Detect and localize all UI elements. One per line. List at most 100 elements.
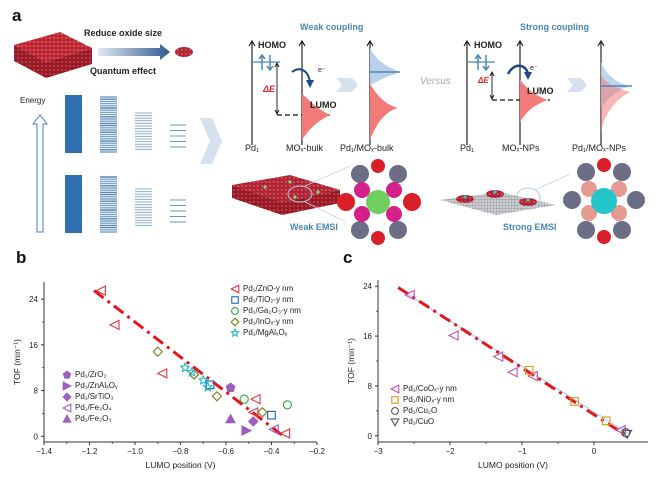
legend-marker — [62, 413, 72, 423]
weak-emsi-slab-illustration — [232, 165, 356, 227]
legend-label: Pd₁/ZrO₂ — [75, 370, 107, 379]
x-tick-label: −0.8 — [173, 447, 189, 456]
weak-axis-label-combined: Pd₁/MOₓ-bulk — [340, 143, 394, 153]
chart-b-legend-bottom-left: Pd₁/ZrO₂ Pd₁/ZnAlₓOᵧ Pd₁/SrTiO₃ Pd₁/Fe₃O₄ Pd… — [61, 369, 118, 424]
homo-label-weak: HOMO — [258, 40, 286, 50]
x-tick-label: −1.2 — [82, 447, 98, 456]
legend-marker-icon — [230, 327, 240, 337]
strong-emsi-zoom-circle — [563, 158, 645, 244]
weak-emsi-label: Weak EMSI — [290, 222, 338, 232]
data-point — [188, 369, 200, 380]
x-tick-label: −1.4 — [36, 447, 52, 456]
energy-arrow-icon — [31, 114, 49, 233]
data-point — [225, 382, 236, 392]
y-tick-label: 0 — [34, 432, 39, 441]
y-tick-label: 8 — [368, 382, 373, 391]
x-tick-label: −0.2 — [309, 447, 325, 456]
chevron-right-icon — [200, 118, 222, 164]
data-point — [239, 394, 249, 404]
legend-marker — [62, 380, 73, 391]
legend-entry: Pd₁/Fe₃O₄ — [61, 402, 118, 413]
chart-b-plot: −1.4 −1.2 −1.0 −0.8 −0.6 −0.4 −0.2 0 8 16 24 LUMO p… — [12, 282, 325, 470]
legend-marker — [229, 283, 240, 294]
strong-axis-label-combined: Pd₁/MOₓ-NPs — [572, 143, 626, 153]
legend-marker-icon — [231, 295, 239, 304]
legend-marker — [390, 417, 400, 427]
x-tick-label: −0.4 — [264, 447, 280, 456]
legend-label: Pd₁/NiOₓ-y nm — [403, 395, 455, 404]
band-medium-lines — [135, 112, 152, 226]
x-tick-label: −0.6 — [218, 447, 234, 456]
data-point — [241, 425, 253, 436]
legend-entry: Pd₁/SrTiO₃ — [62, 391, 118, 402]
series-pd-ga-o-y-nm — [239, 394, 293, 410]
x-tick-label: 0 — [592, 447, 597, 456]
legend-marker-icon — [231, 306, 239, 315]
data-point — [403, 289, 415, 301]
data-point — [282, 400, 293, 410]
chart-c-plot: −3 −2 −1 0 0 8 16 24 LUMO position (V) TOF (min⁻¹… — [346, 280, 648, 470]
x-axis-title: LUMO position (V) — [146, 460, 216, 470]
legend-entry: Pd₁/ZnAlₓOᵧ — [62, 380, 118, 391]
data-point — [225, 413, 236, 424]
fit-line — [93, 289, 287, 439]
legend-entry: Pd₁/MgAlₓOᵧ — [230, 327, 301, 338]
legend-entry: Pd₁/CoOₓ-y nm — [389, 383, 457, 394]
series-pd-znal-o- — [241, 425, 253, 436]
legend-entry: Pd₁/ZrO₂ — [62, 369, 118, 380]
legend-marker — [62, 370, 72, 379]
data-point — [492, 351, 504, 363]
data-point — [95, 285, 106, 296]
electron-spin-arrows-icon — [258, 53, 274, 72]
small-oxide-cluster — [175, 47, 193, 57]
reduce-size-arrow — [98, 44, 170, 60]
legend-marker-icon — [230, 316, 240, 327]
legend-marker-icon — [390, 417, 400, 427]
data-point — [249, 393, 261, 405]
data-point — [211, 391, 223, 402]
x-axis-title: LUMO position (V) — [478, 460, 548, 470]
band-bulk-lower — [65, 175, 82, 233]
band-dense-lines — [100, 96, 117, 233]
legend-marker — [230, 327, 240, 337]
y-tick-label: 16 — [29, 341, 38, 350]
data-point — [202, 381, 214, 392]
panel-b-label: b — [16, 248, 27, 267]
data-point — [570, 397, 579, 406]
reduce-size-label: Reduce oxide size — [84, 28, 163, 38]
slab-top — [14, 32, 92, 62]
y-axis-title: TOF (min⁻¹) — [12, 339, 22, 385]
chart-b-legend-top-right: Pd₁/ZnO-y nm Pd₁/TiO₂-y nm Pd₁/Ga₂O₃-y nm P… — [229, 283, 301, 338]
legend-marker-icon — [62, 380, 73, 391]
fit-line — [397, 286, 630, 439]
weak-axis-label-pd1: Pd₁ — [245, 143, 260, 153]
legend-marker — [230, 316, 240, 327]
y-tick-label: 24 — [363, 282, 372, 291]
y-axis-title: TOF (min⁻¹) — [346, 338, 356, 384]
x-tick-label: −1 — [517, 447, 527, 456]
delta-e-label-weak: ΔE — [263, 84, 276, 94]
versus-label: Versus — [420, 76, 451, 87]
strong-axis-label-mox-nps: MOₓ-NPs — [502, 143, 540, 153]
legend-label: Pd₁/Fe₂O₃ — [75, 414, 112, 423]
y-tick-label: 24 — [29, 295, 38, 304]
legend-entry: Pd₁/Cu₂O — [390, 405, 457, 416]
legend-label: Pd₁/TiO₂-y nm — [243, 295, 294, 304]
strong-coupling-title: Strong coupling — [520, 22, 589, 32]
legend-label: Pd₁/CoOₓ-y nm — [403, 384, 457, 393]
data-point — [601, 416, 611, 426]
strong-emsi-label: Strong EMSI — [503, 222, 557, 232]
legend-marker — [231, 306, 239, 315]
y-tick-label: 0 — [368, 432, 373, 441]
data-point — [524, 365, 534, 375]
data-point — [197, 374, 209, 386]
x-tick-label: −2 — [445, 447, 455, 456]
data-point — [186, 366, 198, 378]
quantum-effect-label: Quantum effect — [90, 66, 157, 76]
panel-c-label: c — [343, 248, 353, 267]
legend-label: Pd₁/SrTiO₃ — [75, 392, 114, 401]
lumo-label-strong: LUMO — [527, 86, 554, 96]
electron-label-weak: e⁻ — [318, 67, 326, 74]
legend-entry: Pd₁/Fe₂O₃ — [62, 413, 118, 424]
